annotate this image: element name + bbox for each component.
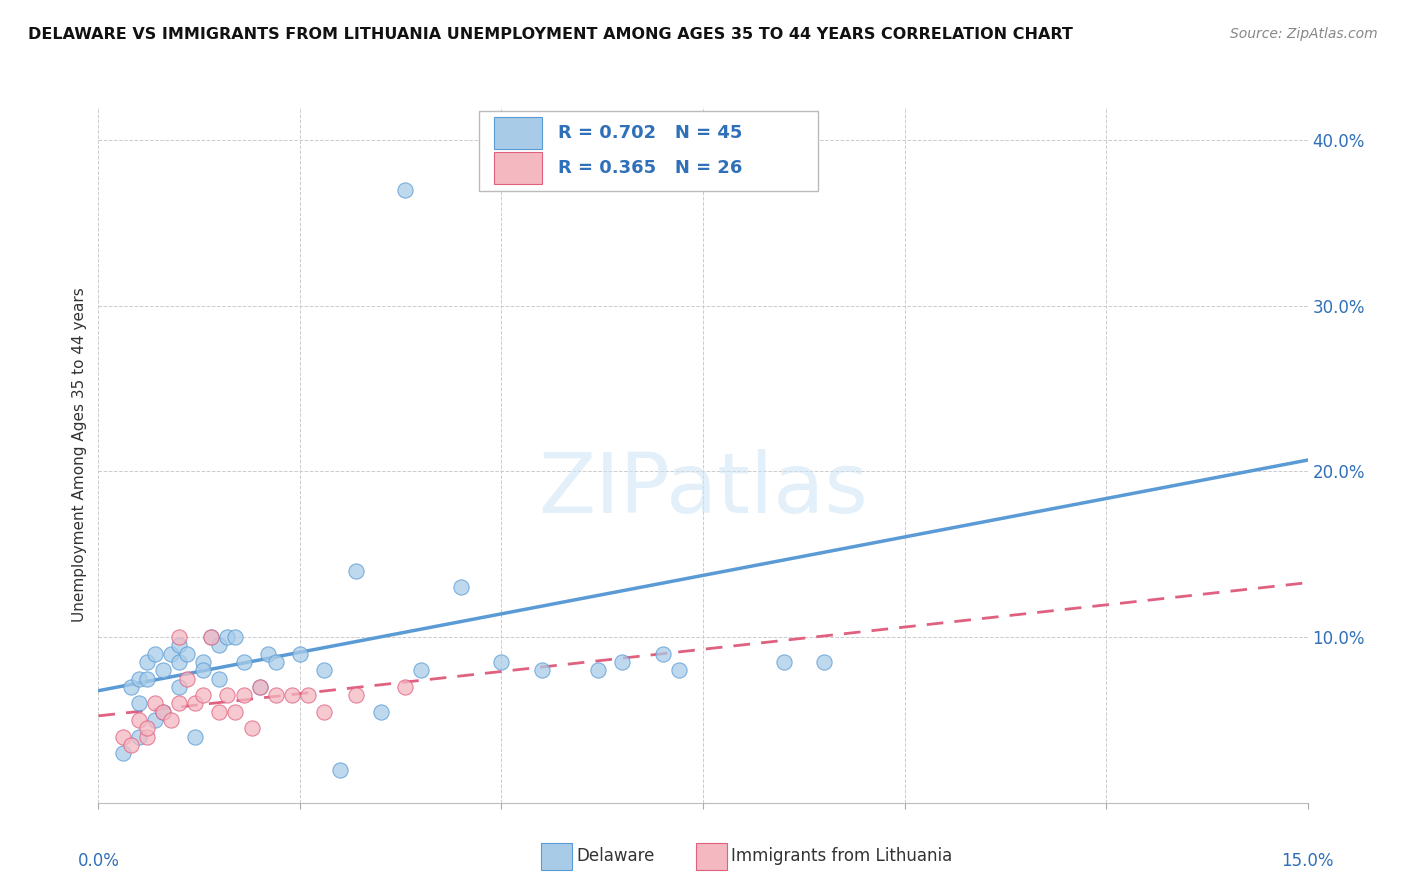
Point [176,672,198,686]
Point [167,697,190,711]
Point [200,630,222,644]
Point [249,680,271,694]
Text: 15.0%: 15.0% [1281,852,1334,870]
Point [200,630,222,644]
Point [329,763,352,777]
Point [152,705,174,719]
Point [143,713,166,727]
Point [256,647,278,661]
Point [128,697,150,711]
Point [530,663,553,677]
Point [135,730,157,744]
Point [111,746,134,760]
Point [232,655,254,669]
Point [491,655,513,669]
Bar [494,118,543,149]
Point [111,730,134,744]
Point [733,150,755,164]
Point [409,663,432,677]
Point [217,630,239,644]
Point [651,647,673,661]
Point [135,721,157,735]
Point [813,655,835,669]
Point [224,705,246,719]
Point [208,672,231,686]
Point [281,688,304,702]
Point [208,639,231,653]
Point [344,564,367,578]
Text: ZIPatlas: ZIPatlas [538,450,868,530]
Point [167,639,190,653]
Text: Source: ZipAtlas.com: Source: ZipAtlas.com [1230,27,1378,41]
Point [176,647,198,661]
Point [143,647,166,661]
Point [232,688,254,702]
Point [160,647,183,661]
Text: Delaware: Delaware [576,847,655,865]
Point [193,688,215,702]
Bar [479,111,818,191]
Point [394,680,416,694]
Point [160,713,183,727]
Point [224,630,246,644]
Point [394,183,416,197]
Point [167,630,190,644]
Point [264,688,287,702]
Point [297,688,319,702]
Text: DELAWARE VS IMMIGRANTS FROM LITHUANIA UNEMPLOYMENT AMONG AGES 35 TO 44 YEARS COR: DELAWARE VS IMMIGRANTS FROM LITHUANIA UN… [28,27,1073,42]
Point [450,581,472,595]
Point [128,672,150,686]
Point [152,705,174,719]
Point [344,688,367,702]
Text: 0.0%: 0.0% [77,852,120,870]
Point [193,663,215,677]
Point [120,738,142,752]
Point [128,713,150,727]
Point [193,655,215,669]
Point [167,655,190,669]
Point [370,705,392,719]
Point [135,655,157,669]
Point [264,655,287,669]
Point [135,672,157,686]
Point [128,730,150,744]
Y-axis label: Unemployment Among Ages 35 to 44 years: Unemployment Among Ages 35 to 44 years [72,287,87,623]
Point [772,655,794,669]
Point [668,663,690,677]
Point [612,655,634,669]
Point [314,663,336,677]
Point [143,697,166,711]
Point [240,721,263,735]
Point [152,663,174,677]
Text: R = 0.365   N = 26: R = 0.365 N = 26 [558,159,742,177]
Point [184,730,207,744]
Point [208,705,231,719]
Bar [494,153,543,184]
Point [249,680,271,694]
Point [217,688,239,702]
Point [167,680,190,694]
Point [184,697,207,711]
Text: R = 0.702   N = 45: R = 0.702 N = 45 [558,124,742,142]
Point [120,680,142,694]
Point [288,647,311,661]
Text: Immigrants from Lithuania: Immigrants from Lithuania [731,847,952,865]
Point [586,663,609,677]
Point [314,705,336,719]
